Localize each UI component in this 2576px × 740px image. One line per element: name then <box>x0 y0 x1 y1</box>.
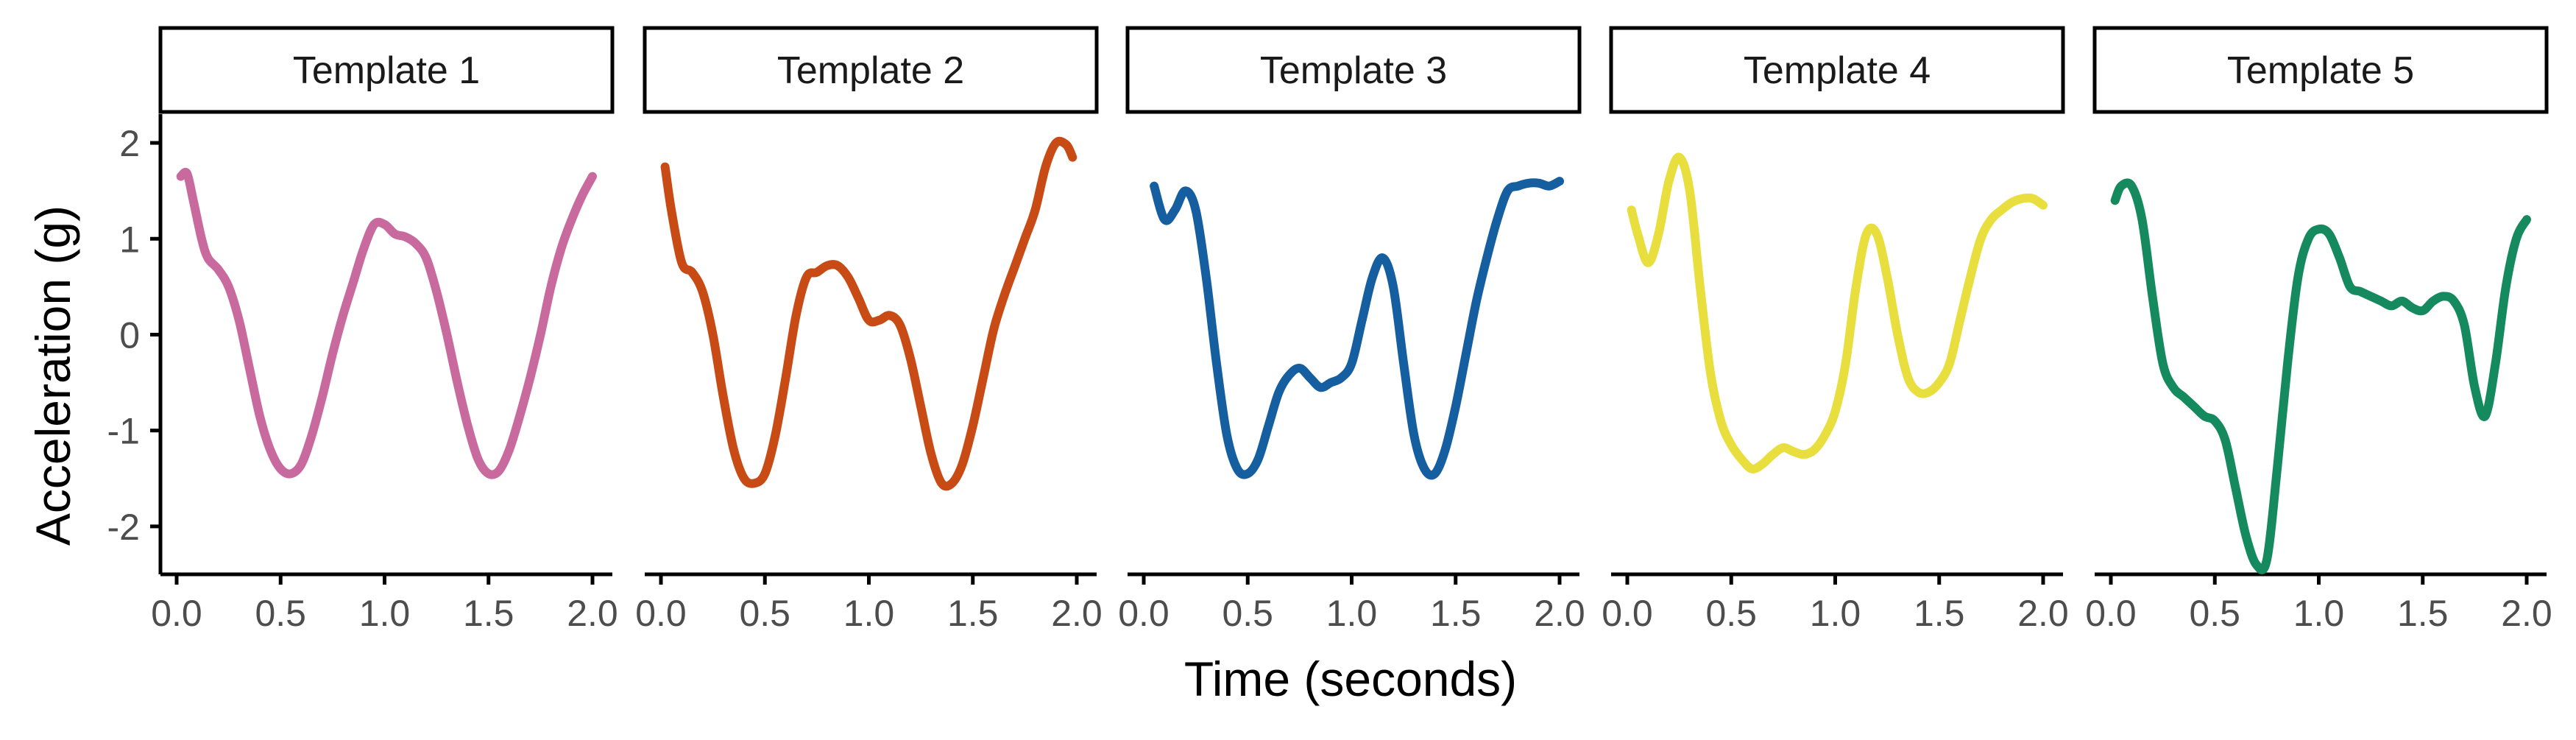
panels-layer: Template 1 0.0 0.5 1.0 1.5 2.0 Template 2 0.0 0.… <box>151 26 2552 634</box>
x-tick-label: 0.5 <box>2189 593 2240 634</box>
x-tick-label: 0.0 <box>635 593 687 634</box>
x-tick-label: 2.0 <box>2501 593 2552 634</box>
x-tick-label: 1.5 <box>1430 593 1482 634</box>
panel-2: Template 2 0.0 0.5 1.0 1.5 2.0 <box>635 26 1103 634</box>
x-tick-label: 1.0 <box>1326 593 1378 634</box>
series-line <box>2110 178 2531 574</box>
panel-1: Template 1 0.0 0.5 1.0 1.5 2.0 <box>151 26 618 634</box>
x-tick-label: 2.0 <box>2017 593 2069 634</box>
x-tick-label: 0.0 <box>2085 593 2137 634</box>
y-tick-label: 2 <box>119 123 140 164</box>
x-tick-label: 0.5 <box>1222 593 1273 634</box>
y-tick-label: 1 <box>119 219 140 260</box>
y-axis-title: Acceleration (g) <box>26 205 80 546</box>
facet-strip-label: Template 3 <box>1260 49 1447 92</box>
facet-strip-label: Template 4 <box>1744 49 1931 92</box>
x-tick-label: 0.5 <box>1705 593 1757 634</box>
series-line <box>1150 177 1564 480</box>
facet-strip <box>1125 26 1582 114</box>
series-line <box>176 168 597 479</box>
x-tick-label: 1.5 <box>2397 593 2449 634</box>
x-tick-label: 0.0 <box>151 593 202 634</box>
y-tick-label: -1 <box>107 411 140 452</box>
x-axis-title: Time (seconds) <box>1184 652 1517 706</box>
panel-5: Template 5 0.0 0.5 1.0 1.5 2.0 <box>2085 26 2552 634</box>
x-tick-label: 1.0 <box>1810 593 1861 634</box>
facet-strip <box>158 26 615 114</box>
x-tick-label: 2.0 <box>1051 593 1103 634</box>
panel-3: Template 3 0.0 0.5 1.0 1.5 2.0 <box>1118 26 1585 634</box>
x-tick-label: 0.5 <box>255 593 306 634</box>
facet-strip-label: Template 5 <box>2227 49 2414 92</box>
x-tick-label: 0.0 <box>1118 593 1170 634</box>
x-tick-label: 1.0 <box>843 593 895 634</box>
series-line <box>1627 152 2048 473</box>
facet-strip-label: Template 1 <box>293 49 480 92</box>
series-line <box>660 136 1078 491</box>
y-tick-label: -2 <box>107 507 140 548</box>
facet-strip <box>2092 26 2549 114</box>
x-tick-label: 0.0 <box>1602 593 1653 634</box>
x-tick-label: 1.0 <box>359 593 411 634</box>
facet-strip-label: Template 2 <box>777 49 964 92</box>
facet-strip <box>1609 26 2065 114</box>
y-tick-label: 0 <box>119 314 140 356</box>
x-tick-label: 1.5 <box>947 593 999 634</box>
x-tick-label: 1.0 <box>2293 593 2345 634</box>
x-tick-label: 1.5 <box>1914 593 1965 634</box>
panel-4: Template 4 0.0 0.5 1.0 1.5 2.0 <box>1602 26 2069 634</box>
x-tick-label: 2.0 <box>1534 593 1585 634</box>
x-tick-label: 2.0 <box>567 593 618 634</box>
facet-strip <box>643 26 1099 114</box>
axes-layer: 2 1 0 -1 -2 <box>107 114 163 574</box>
x-tick-label: 0.5 <box>739 593 790 634</box>
x-tick-label: 1.5 <box>463 593 514 634</box>
